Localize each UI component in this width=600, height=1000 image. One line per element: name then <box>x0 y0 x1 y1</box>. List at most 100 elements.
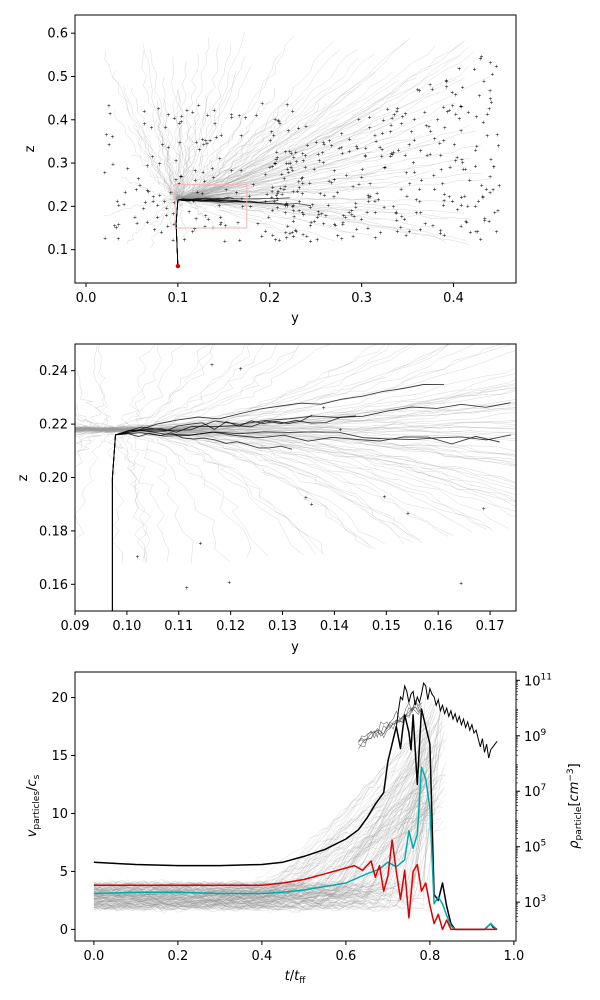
particle-trajectory <box>107 407 516 431</box>
density-curve <box>395 681 498 759</box>
particle-velocity <box>93 739 438 894</box>
particle-marker: + <box>271 185 275 191</box>
particle-marker: + <box>292 155 296 161</box>
particle-marker: + <box>294 150 298 156</box>
y-tick-label: 10 <box>51 807 68 822</box>
particle-marker: + <box>373 236 377 242</box>
particle-trajectory <box>117 429 414 543</box>
particle-velocity <box>93 800 445 888</box>
particle-velocity <box>93 792 429 901</box>
particle-marker: + <box>272 199 276 205</box>
particle-marker: + <box>321 160 325 166</box>
particle-marker: + <box>459 203 463 209</box>
particle-marker: + <box>174 158 178 164</box>
particle-velocity <box>93 777 426 901</box>
particle-marker: + <box>405 194 409 200</box>
particle-velocity <box>93 824 425 909</box>
particle-velocity <box>93 818 435 901</box>
particle-trajectory <box>179 103 357 200</box>
particle-trajectory <box>75 427 115 429</box>
particle-trajectory <box>109 425 516 434</box>
particle-velocity <box>93 716 436 900</box>
particle-marker: + <box>290 230 294 236</box>
particle-marker: + <box>285 167 289 173</box>
particle-marker: + <box>295 189 299 195</box>
particle-marker: + <box>152 227 156 233</box>
particle-marker: + <box>151 194 155 200</box>
particle-trajectory <box>105 429 516 467</box>
particle-trajectory <box>174 61 187 198</box>
particle-marker: + <box>150 155 154 161</box>
particle-marker: + <box>357 117 361 123</box>
particle-marker: + <box>397 148 401 154</box>
y-tick-label: 0.3 <box>47 157 68 172</box>
particle-marker: + <box>475 229 479 235</box>
particle-marker: + <box>277 119 281 125</box>
particle-marker: + <box>383 165 387 171</box>
particle-marker: + <box>285 235 289 241</box>
main-track <box>111 414 313 611</box>
particle-marker: + <box>454 93 458 99</box>
y-tick-label: 0 <box>60 923 68 938</box>
particle-trajectory <box>75 428 110 431</box>
particle-velocity <box>93 718 441 910</box>
particle-trajectory <box>110 430 372 549</box>
y-tick-label: 0.22 <box>39 418 68 433</box>
particle-velocity <box>93 772 431 909</box>
particle-velocity <box>93 781 445 910</box>
particle-marker: + <box>391 204 395 210</box>
particle-trajectory <box>107 426 170 562</box>
particle-marker: + <box>368 194 372 200</box>
particle-marker: + <box>115 199 119 205</box>
particle-trajectory <box>177 70 237 197</box>
particle-marker: + <box>284 150 288 156</box>
particle-marker: + <box>282 176 286 182</box>
particle-marker: + <box>206 113 210 119</box>
particle-marker: + <box>171 211 175 217</box>
particle-trajectory <box>127 199 178 244</box>
particle-trajectory <box>176 43 220 199</box>
particle-marker: + <box>172 222 176 228</box>
particle-marker: + <box>264 199 268 205</box>
particle-marker: + <box>464 219 468 225</box>
particle-marker: + <box>166 113 170 119</box>
particle-marker: + <box>404 170 408 176</box>
particle-marker: + <box>452 143 456 149</box>
particle-marker: + <box>344 173 348 179</box>
particle-velocity <box>93 698 438 902</box>
particle-marker: + <box>460 104 464 110</box>
particle-marker: + <box>172 116 176 122</box>
particle-marker: + <box>445 109 449 115</box>
particle-trajectory <box>131 155 179 200</box>
main-track <box>111 384 444 611</box>
particle-velocity <box>93 778 443 893</box>
particle-marker: + <box>273 238 277 244</box>
particle-marker: + <box>367 195 371 201</box>
particle-marker: + <box>200 192 204 198</box>
particle-trajectory <box>180 102 456 200</box>
particle-marker: + <box>265 192 269 198</box>
particle-marker: + <box>482 79 486 85</box>
particle-trajectory <box>75 426 120 431</box>
x-axis-label: y <box>291 640 299 655</box>
particle-marker: + <box>450 103 454 109</box>
particle-marker: + <box>134 187 138 193</box>
y-tick-label: 5 <box>60 865 68 880</box>
particle-marker: + <box>147 190 151 196</box>
particle-marker: + <box>355 146 359 152</box>
particle-velocity <box>93 787 446 894</box>
particle-trajectory <box>104 388 516 433</box>
x-tick-label: 0.3 <box>351 291 372 306</box>
particle-marker: + <box>368 125 372 131</box>
particle-marker: + <box>210 362 214 368</box>
y-tick-label: 0.16 <box>39 578 68 593</box>
y-axis-ticks: 0 5 10 15 20 <box>51 691 75 938</box>
particle-marker: + <box>136 177 140 183</box>
particle-marker: + <box>301 233 305 239</box>
particle-marker: + <box>200 137 204 143</box>
particle-marker: + <box>407 143 411 149</box>
particle-marker: + <box>104 132 108 138</box>
particle-marker: + <box>141 207 145 213</box>
particle-trajectory <box>176 58 358 199</box>
particle-trajectory <box>75 427 111 430</box>
